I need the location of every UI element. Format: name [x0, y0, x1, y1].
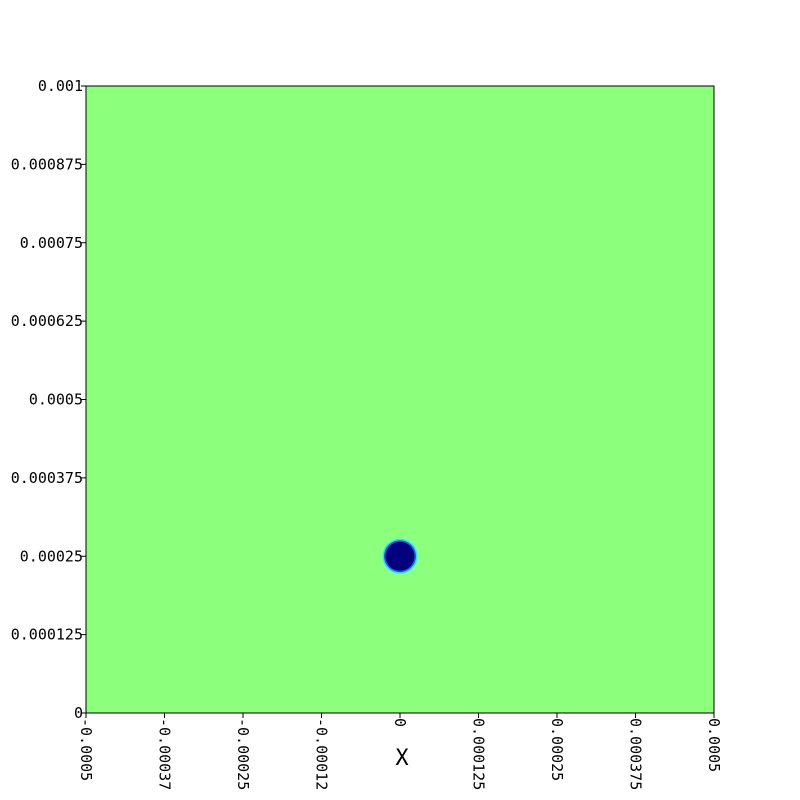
x-tick-label: 0.00025 [548, 718, 566, 781]
y-tick-label: 0.00025 [20, 547, 83, 565]
y-axis: 0 0.000125 0.00025 0.000375 0.0005 0.000625 0.… [11, 77, 86, 722]
x-tick-label: -0.00025 [234, 718, 252, 790]
x-tick-label: 0.000375 [627, 718, 645, 790]
plot-area [86, 86, 714, 713]
x-tick-label: 0.000125 [470, 718, 488, 790]
x-tick-label: -0.0005 [77, 718, 95, 781]
y-tick-label: 0.000625 [11, 312, 83, 330]
y-tick-label: 0.0005 [29, 391, 83, 409]
field-features [375, 532, 425, 581]
x-axis: -0.0005 -0.00037 -0.00025 -0.00012 0 0.000125… [77, 713, 723, 790]
x-axis-label: X [395, 746, 409, 771]
bubble [385, 541, 415, 571]
y-tick-label: 0.00075 [20, 234, 83, 252]
x-tick-label: 0.0005 [705, 718, 723, 772]
x-tick-label: -0.00037 [156, 718, 174, 790]
y-tick-label: 0 [74, 704, 83, 722]
y-tick-label: 0.000875 [11, 155, 83, 173]
x-tick-label: 0 [391, 718, 409, 727]
y-tick-label: 0.000375 [11, 469, 83, 487]
y-tick-label: 0.000125 [11, 626, 83, 644]
y-tick-label: 0.001 [38, 77, 83, 95]
x-tick-label: -0.00012 [313, 718, 331, 790]
